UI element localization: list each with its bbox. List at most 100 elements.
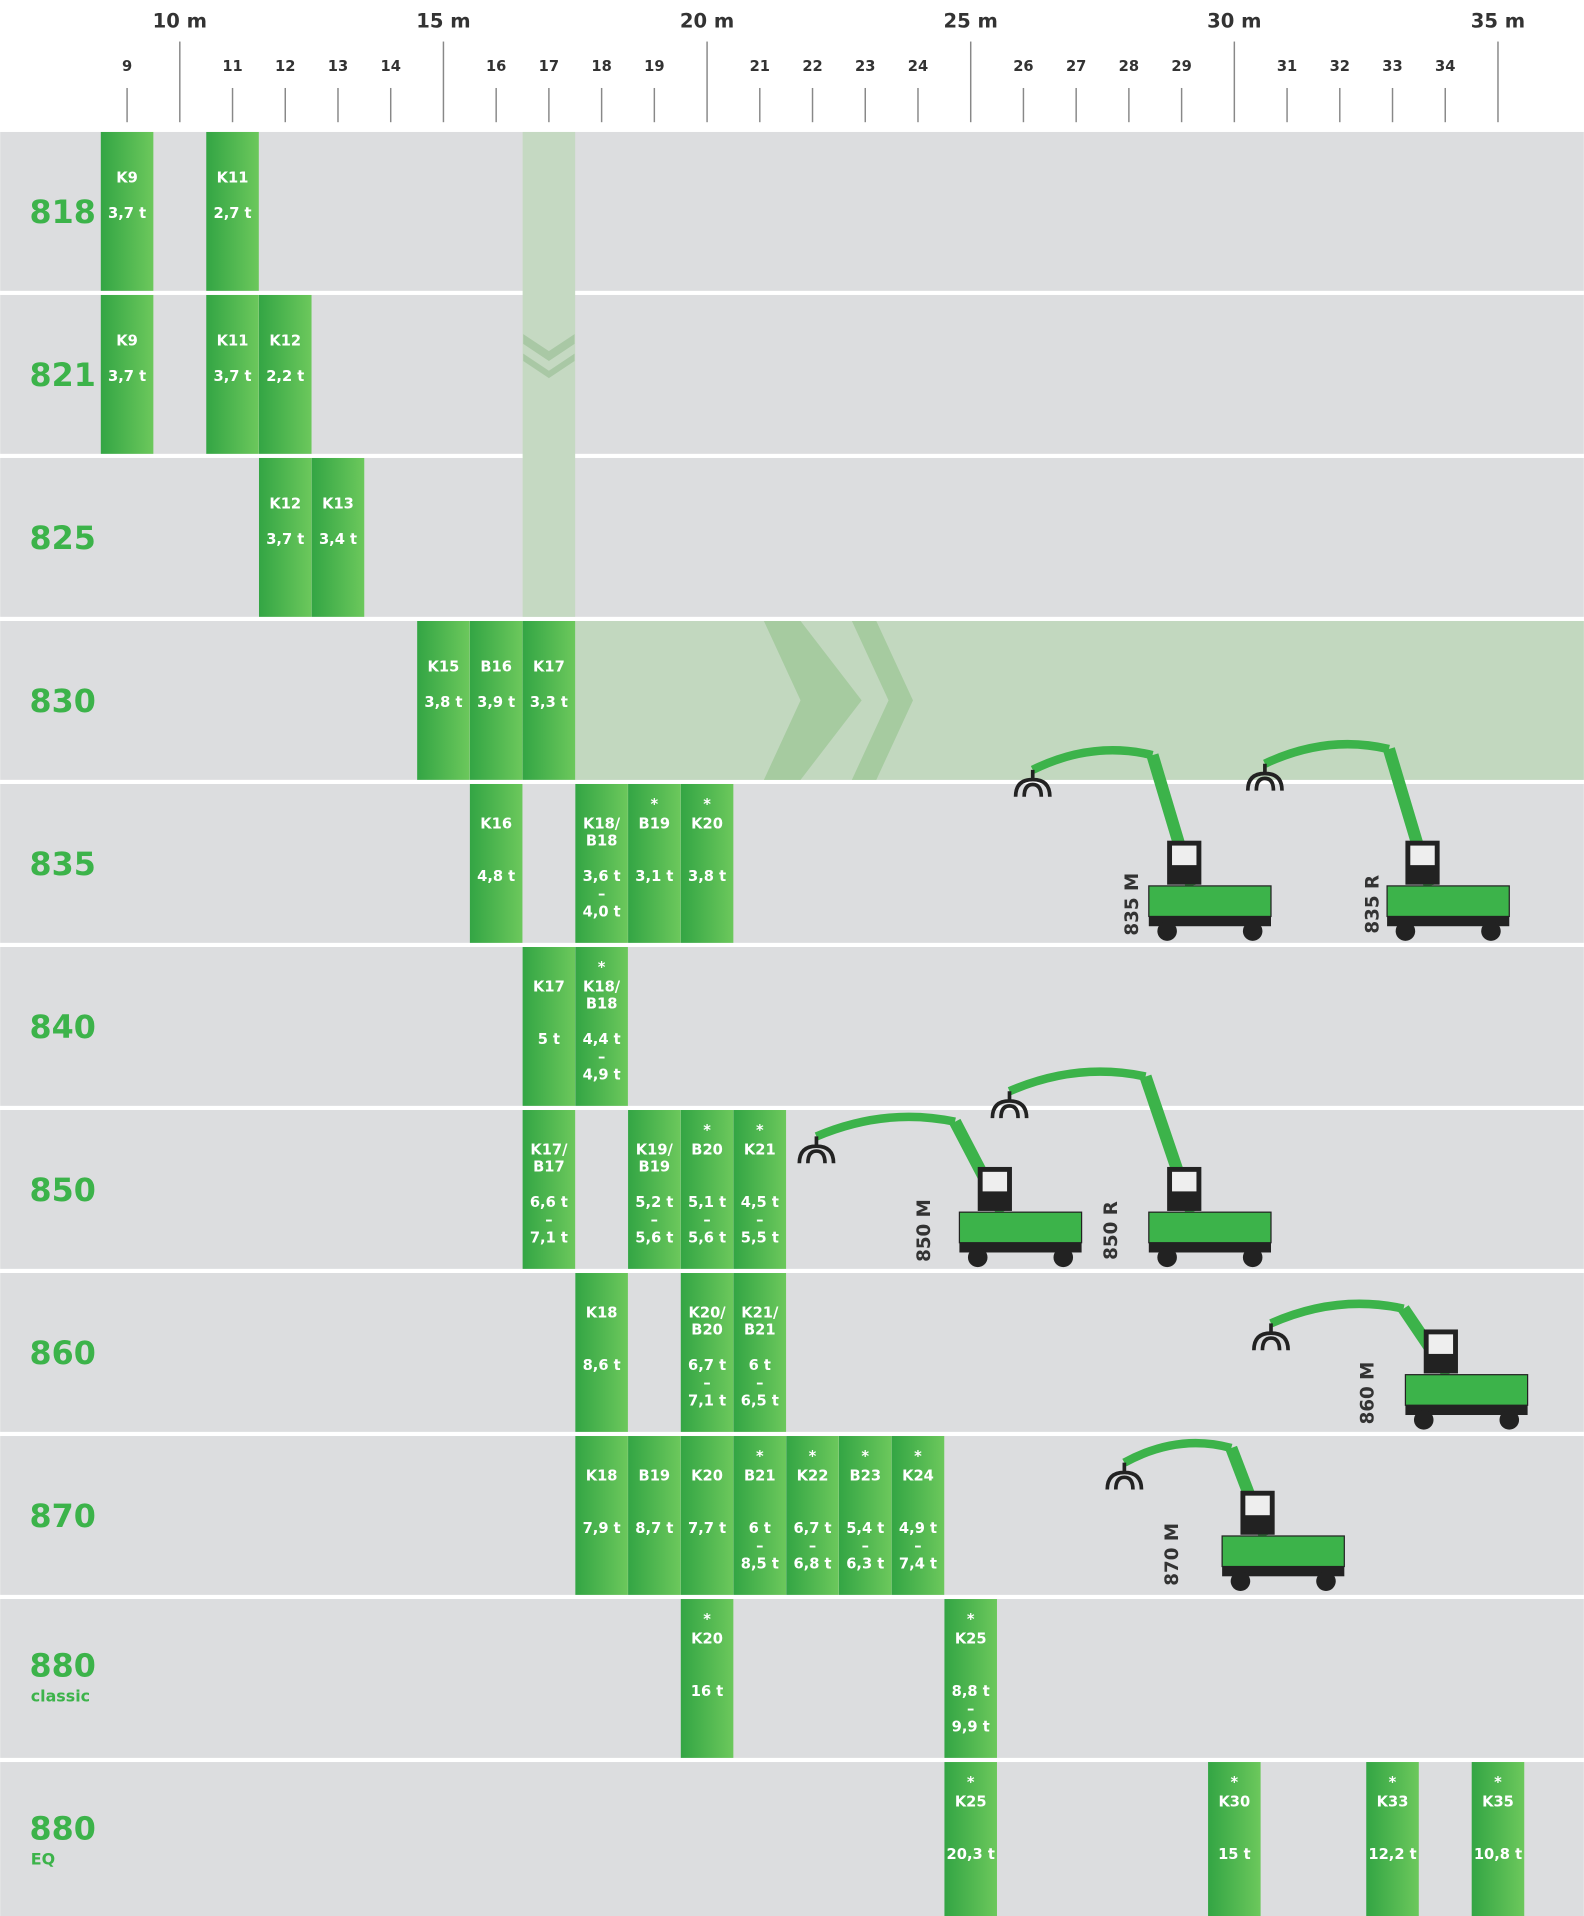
bar-star: * xyxy=(809,1448,817,1465)
axis-minor-label: 33 xyxy=(1382,58,1402,75)
bar-load: – xyxy=(703,1212,710,1229)
bar-load: 3,1 t xyxy=(635,868,673,885)
bar-name: K33 xyxy=(1377,1793,1409,1810)
bar-load: – xyxy=(598,1049,605,1066)
bar-name: K16 xyxy=(480,815,512,832)
bar-load: 7,1 t xyxy=(688,1392,726,1409)
machine-body xyxy=(1149,886,1271,917)
bar-load: 3,6 t xyxy=(583,868,621,885)
bar-name: B18 xyxy=(586,832,618,849)
bar-load: 5,4 t xyxy=(846,1520,884,1537)
bar-load: 3,8 t xyxy=(688,868,726,885)
bar-name: K15 xyxy=(428,658,460,675)
machine-wheel xyxy=(1414,1410,1434,1430)
bar-load: 5,6 t xyxy=(635,1229,673,1246)
model-label: 840 xyxy=(30,1010,96,1046)
machine-wheel xyxy=(1157,1248,1177,1268)
machine-body xyxy=(1405,1375,1527,1406)
bar-load: 8,5 t xyxy=(741,1555,779,1572)
bar-name: K19/ xyxy=(636,1141,674,1158)
bar-load: 8,6 t xyxy=(583,1357,621,1374)
bar-load: – xyxy=(756,1538,763,1555)
bar-load: – xyxy=(809,1538,816,1555)
bar-name: K21/ xyxy=(741,1304,779,1321)
bar-name: B19 xyxy=(639,1158,671,1175)
bar-load: 8,7 t xyxy=(635,1520,673,1537)
bar-load: – xyxy=(914,1538,921,1555)
model-label: 880 xyxy=(30,1648,96,1684)
bar-load: 3,8 t xyxy=(424,694,462,711)
machine-body xyxy=(1222,1536,1344,1567)
machine-wheel xyxy=(1396,921,1416,941)
machine-cab-window xyxy=(1172,846,1196,866)
bar-load: 5,1 t xyxy=(688,1194,726,1211)
machine-wheel xyxy=(1243,1248,1263,1268)
bar-name: K35 xyxy=(1482,1793,1514,1810)
bar-load: 4,5 t xyxy=(741,1194,779,1211)
bar-name: K20 xyxy=(691,1630,723,1647)
bar-load: 6,7 t xyxy=(688,1357,726,1374)
bar-name: K18 xyxy=(586,1467,618,1484)
reach-bar xyxy=(523,947,576,1106)
bar-load: 6,8 t xyxy=(793,1555,831,1572)
axis-minor-label: 14 xyxy=(381,58,401,75)
bar-load: 3,9 t xyxy=(477,694,515,711)
row-background xyxy=(0,1273,1584,1432)
model-label: 870 xyxy=(30,1499,96,1535)
axis-minor-label: 23 xyxy=(855,58,875,75)
model-label: 860 xyxy=(30,1336,96,1372)
axis-minor-label: 9 xyxy=(122,58,132,75)
bar-load: 15 t xyxy=(1218,1846,1251,1863)
machine-label: 835 M xyxy=(1122,873,1143,936)
axis-minor-label: 17 xyxy=(539,58,559,75)
bar-name: K12 xyxy=(269,495,301,512)
bar-load: 6,6 t xyxy=(530,1194,568,1211)
bar-load: 4,9 t xyxy=(899,1520,937,1537)
bar-name: B19 xyxy=(639,1467,671,1484)
bar-name: K21 xyxy=(744,1141,776,1158)
machine-body xyxy=(1149,1212,1271,1243)
model-sublabel: classic xyxy=(31,1686,90,1705)
axis-minor-label: 32 xyxy=(1330,58,1350,75)
bar-star: * xyxy=(756,1448,764,1465)
row-background xyxy=(0,784,1584,943)
machine-label: 860 M xyxy=(1358,1362,1379,1425)
bar-load: 8,8 t xyxy=(952,1683,990,1700)
machine-label: 850 R xyxy=(1101,1201,1122,1260)
bar-load: – xyxy=(967,1701,974,1718)
bar-name: B16 xyxy=(480,658,512,675)
bar-name: B17 xyxy=(533,1158,565,1175)
machine-wheel xyxy=(1316,1571,1336,1591)
axis-minor-label: 34 xyxy=(1435,58,1455,75)
axis-minor-label: 18 xyxy=(591,58,611,75)
machine-label: 835 R xyxy=(1363,875,1384,934)
model-label: 825 xyxy=(30,521,96,557)
row-background xyxy=(0,1110,1584,1269)
axis-major-label: 15 m xyxy=(416,9,470,32)
axis-minor-label: 12 xyxy=(275,58,295,75)
bar-star: * xyxy=(651,796,659,813)
bar-name: K9 xyxy=(116,332,138,349)
axis-minor-label: 11 xyxy=(222,58,242,75)
bar-load: – xyxy=(756,1212,763,1229)
bar-load: 6,5 t xyxy=(741,1392,779,1409)
bar-name: K20 xyxy=(691,1467,723,1484)
machine-wheel xyxy=(968,1248,988,1268)
bar-load: 4,0 t xyxy=(583,903,621,920)
axis-minor-label: 31 xyxy=(1277,58,1297,75)
bar-load: – xyxy=(862,1538,869,1555)
bar-load: 5 t xyxy=(538,1031,560,1048)
axis-minor-label: 27 xyxy=(1066,58,1086,75)
axis-major-label: 10 m xyxy=(153,9,207,32)
bar-star: * xyxy=(703,796,711,813)
bar-load: 6 t xyxy=(749,1520,771,1537)
bar-load: 16 t xyxy=(691,1683,724,1700)
axis-minor-label: 19 xyxy=(644,58,664,75)
bar-name: B18 xyxy=(586,995,618,1012)
bar-name: B20 xyxy=(691,1141,723,1158)
bar-load: 12,2 t xyxy=(1368,1846,1416,1863)
machine-cab-window xyxy=(1172,1172,1196,1192)
reach-bar xyxy=(575,1273,628,1432)
model-label: 850 xyxy=(30,1173,96,1209)
bar-name: B23 xyxy=(849,1467,881,1484)
